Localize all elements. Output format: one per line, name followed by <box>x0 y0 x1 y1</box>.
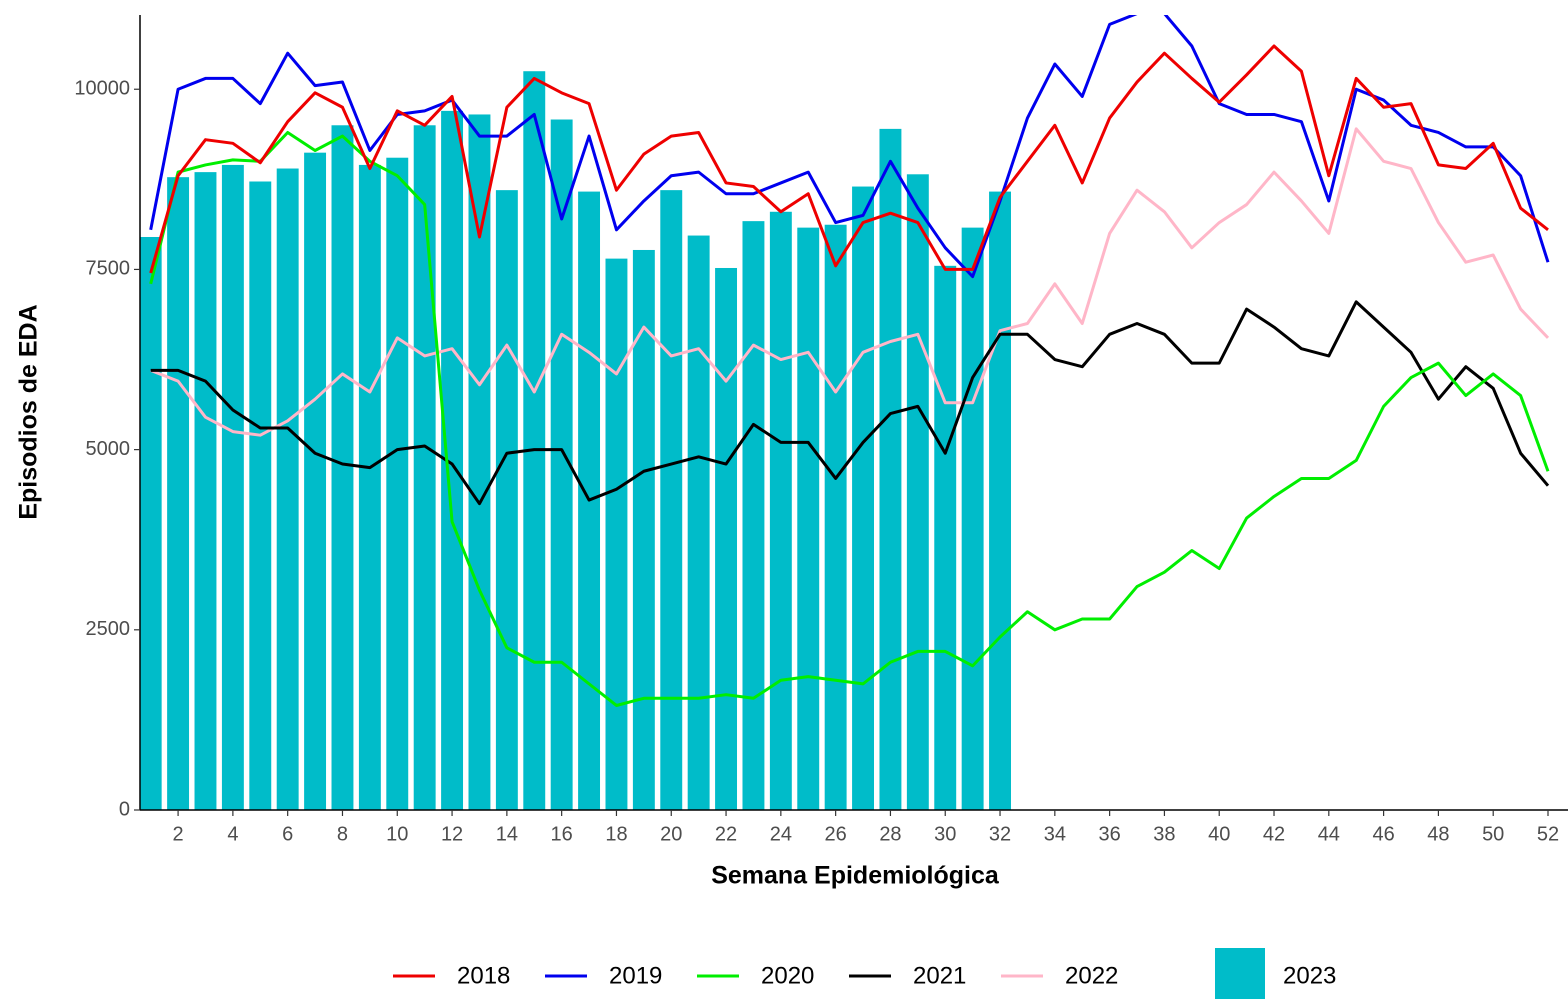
bar <box>769 211 792 810</box>
x-tick-label: 32 <box>989 823 1011 845</box>
bar <box>934 265 957 810</box>
legend-label: 2018 <box>457 962 510 989</box>
bar <box>879 128 902 810</box>
bar <box>276 168 299 810</box>
legend-label: 2023 <box>1283 962 1336 989</box>
line <box>149 44 1549 274</box>
legend-key <box>1215 948 1265 999</box>
x-tick-label: 10 <box>386 823 408 845</box>
bar <box>358 164 381 810</box>
legend-label: 2019 <box>609 962 662 989</box>
bar <box>386 157 409 810</box>
x-tick-label: 16 <box>551 823 573 845</box>
x-tick-label: 42 <box>1263 823 1285 845</box>
bar <box>221 164 244 810</box>
y-tick-label: 10000 <box>74 78 130 100</box>
bar <box>687 235 710 810</box>
x-tick-label: 28 <box>879 823 901 845</box>
bar <box>249 181 272 810</box>
bar <box>523 71 546 810</box>
x-tick-label: 18 <box>605 823 627 845</box>
x-tick-label: 40 <box>1208 823 1230 845</box>
bar <box>550 119 573 810</box>
line <box>149 130 1550 707</box>
bar <box>140 236 162 810</box>
line <box>150 300 1550 506</box>
bar <box>742 221 765 810</box>
x-tick-label: 12 <box>441 823 463 845</box>
bar <box>797 227 820 810</box>
legend-label: 2021 <box>913 962 966 989</box>
x-tick-label: 24 <box>770 823 792 845</box>
x-tick-label: 38 <box>1153 823 1175 845</box>
bar <box>468 114 491 810</box>
bar <box>824 224 847 810</box>
x-tick-label: 36 <box>1099 823 1121 845</box>
bar <box>331 125 354 810</box>
bar <box>852 186 875 810</box>
y-tick-label: 0 <box>119 798 130 820</box>
plot-area <box>140 15 1550 810</box>
x-tick-label: 6 <box>282 823 293 845</box>
legend-label: 2020 <box>761 962 814 989</box>
line <box>150 127 1550 437</box>
bar <box>989 191 1011 810</box>
x-tick-label: 50 <box>1482 823 1504 845</box>
x-tick-label: 26 <box>825 823 847 845</box>
line <box>149 15 1550 279</box>
x-tick-label: 8 <box>337 823 348 845</box>
x-tick-label: 30 <box>934 823 956 845</box>
x-tick-label: 22 <box>715 823 737 845</box>
bar <box>632 249 655 810</box>
bar <box>961 227 984 810</box>
bar <box>715 267 738 810</box>
x-tick-label: 46 <box>1372 823 1394 845</box>
bar <box>167 177 190 810</box>
bar <box>660 190 683 810</box>
x-tick-label: 2 <box>173 823 184 845</box>
bar <box>605 258 628 810</box>
bar <box>906 174 929 810</box>
bar <box>495 190 518 810</box>
bar <box>194 172 217 810</box>
x-tick-label: 48 <box>1427 823 1449 845</box>
x-tick-label: 20 <box>660 823 682 845</box>
bar <box>441 110 464 810</box>
legend-label: 2022 <box>1065 962 1118 989</box>
bar <box>304 152 327 810</box>
x-axis-title: Semana Epidemiológica <box>711 862 1000 890</box>
x-tick-label: 44 <box>1318 823 1340 845</box>
x-tick-label: 34 <box>1044 823 1066 845</box>
y-axis-title: Episodios de EDA <box>15 304 43 519</box>
x-tick-label: 52 <box>1537 823 1559 845</box>
bar <box>413 125 436 810</box>
x-tick-label: 14 <box>496 823 518 845</box>
x-tick-label: 4 <box>227 823 238 845</box>
y-tick-label: 5000 <box>86 438 131 460</box>
y-tick-label: 2500 <box>86 618 131 640</box>
y-tick-label: 7500 <box>86 258 131 280</box>
